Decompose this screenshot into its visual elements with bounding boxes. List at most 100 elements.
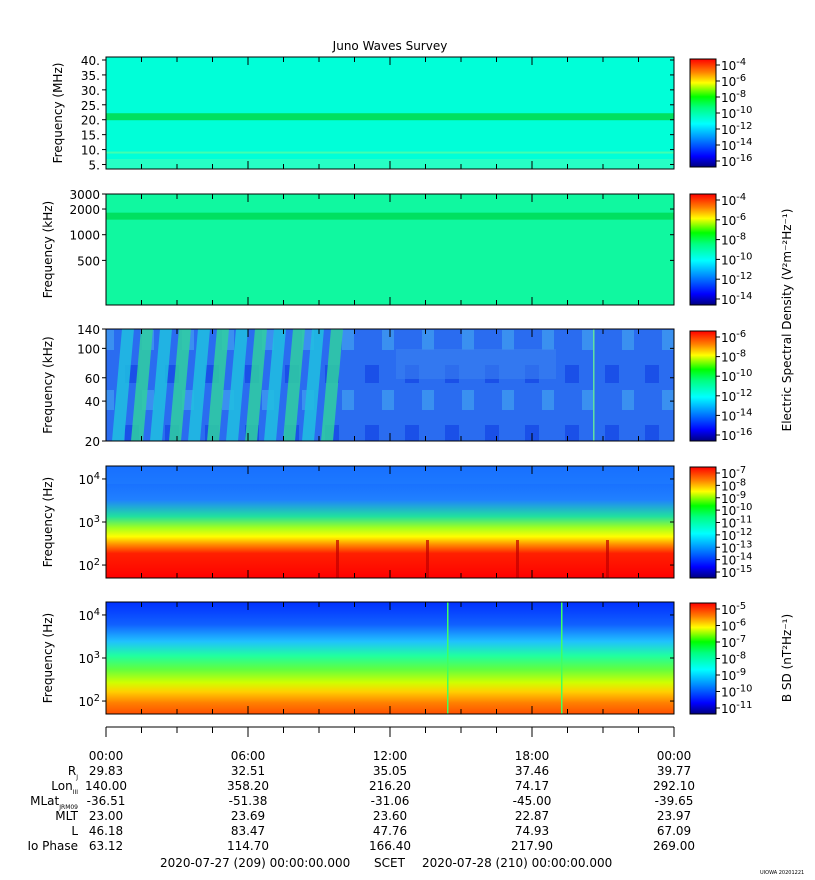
ephemeris-value: -39.65 bbox=[655, 794, 694, 808]
ephemeris-value: 217.90 bbox=[511, 839, 553, 853]
colorbar-tick-label: 10-16 bbox=[721, 427, 752, 443]
burst-streak bbox=[226, 329, 248, 441]
colorbar-label: B SD (nT²Hz⁻¹) bbox=[780, 614, 794, 702]
vertical-line bbox=[593, 329, 595, 441]
y-tick-label: 30. bbox=[81, 84, 100, 98]
colorbar-tick-label: 10-10 bbox=[721, 502, 752, 518]
colorbar bbox=[689, 330, 717, 442]
ephemeris-value: 23.00 bbox=[89, 809, 123, 823]
emission-band bbox=[106, 212, 674, 220]
ephemeris-label: MLT bbox=[55, 809, 78, 823]
y-tick-label: 500 bbox=[77, 254, 100, 268]
colorbar-tick-label: 10-10 bbox=[721, 251, 752, 267]
colorbar-tick-label: 10-7 bbox=[721, 465, 746, 481]
ephemeris-value: 67.09 bbox=[657, 824, 691, 838]
colorbar-tick-label: 10-12 bbox=[721, 121, 752, 137]
colorbar bbox=[689, 193, 717, 306]
ephemeris-value: 37.46 bbox=[515, 764, 549, 778]
spectrogram-fill bbox=[106, 194, 674, 305]
burst-streak bbox=[169, 329, 191, 441]
y-tick-label: 104 bbox=[78, 607, 100, 623]
colorbar-tick-label: 10-8 bbox=[721, 349, 746, 365]
ephemeris-value: 23.97 bbox=[657, 809, 691, 823]
ephemeris-value: 166.40 bbox=[369, 839, 411, 853]
y-tick-label: 2000 bbox=[69, 203, 100, 217]
ephemeris-value: 35.05 bbox=[373, 764, 407, 778]
burst-streak bbox=[188, 329, 210, 441]
y-tick-label: 102 bbox=[78, 693, 100, 709]
colorbar-tick-label: 10-5 bbox=[721, 601, 746, 617]
y-axis-label: Frequency (Hz) bbox=[41, 613, 55, 704]
colorbar-tick-label: 10-11 bbox=[721, 700, 752, 716]
y-tick-label: 102 bbox=[78, 557, 100, 573]
ephemeris-value: 63.12 bbox=[89, 839, 123, 853]
ephemeris-value: 39.77 bbox=[657, 764, 691, 778]
ephemeris-value: 22.87 bbox=[515, 809, 549, 823]
burst-streak bbox=[131, 329, 153, 441]
ephemeris-value: 74.17 bbox=[515, 779, 549, 793]
ephemeris-value: -51.38 bbox=[229, 794, 268, 808]
colorbar-tick-label: 10-12 bbox=[721, 271, 752, 287]
ephemeris-value: 216.20 bbox=[369, 779, 411, 793]
spectrogram-fill bbox=[106, 602, 674, 714]
colorbar-tick-label: 10-6 bbox=[721, 618, 746, 634]
y-tick-label: 20 bbox=[85, 435, 100, 449]
burst-streak bbox=[207, 329, 229, 441]
burst-streak bbox=[150, 329, 172, 441]
vertical-line bbox=[447, 602, 449, 714]
ephemeris-value: 29.83 bbox=[89, 764, 123, 778]
burst-streak bbox=[112, 329, 134, 441]
colorbar-tick-label: 10-4 bbox=[721, 57, 746, 73]
colorbar-tick-label: 10-14 bbox=[721, 137, 752, 153]
y-tick-label: 1000 bbox=[69, 229, 100, 243]
dark-streak bbox=[426, 540, 429, 578]
colorbar bbox=[689, 58, 717, 168]
y-axis-label: Frequency (Hz) bbox=[41, 477, 55, 568]
burst-streak bbox=[283, 329, 305, 441]
colorbar-tick-label: 10-8 bbox=[721, 477, 746, 493]
colorbar-tick-label: 10-14 bbox=[721, 552, 752, 568]
ephemeris-label: MLatJRM09 bbox=[30, 794, 78, 811]
panel-3: 140 100 60 40 20 Frequency (kHz) 10-6 10-8 10-10… bbox=[41, 323, 752, 449]
ephemeris-label: Io Phase bbox=[27, 839, 78, 853]
time-axis-label: 06:00 bbox=[231, 749, 266, 763]
y-tick-label: 15. bbox=[81, 129, 100, 143]
colorbar-tick-label: 10-14 bbox=[721, 407, 752, 423]
ephemeris-value: 74.93 bbox=[515, 824, 549, 838]
time-axis-label: 00:00 bbox=[657, 749, 692, 763]
colorbar-tick-label: 10-9 bbox=[721, 667, 746, 683]
burst-streak bbox=[245, 329, 267, 441]
ephemeris-table: RJ 29.83 32.51 35.05 37.46 39.77 LonIII 140.00 3… bbox=[27, 764, 695, 853]
y-tick-label: 100 bbox=[77, 342, 100, 356]
y-tick-label: 104 bbox=[78, 471, 100, 487]
ephemeris-value: 358.20 bbox=[227, 779, 269, 793]
colorbar-tick-label: 10-14 bbox=[721, 291, 752, 307]
panel-1: 40.35.30.25.20.15.10.5. Frequency (MHz) 10… bbox=[51, 54, 752, 173]
colorbar-tick-label: 10-12 bbox=[721, 388, 752, 404]
colorbar-tick-label: 10-6 bbox=[721, 329, 746, 345]
ephemeris-value: 114.70 bbox=[227, 839, 269, 853]
y-tick-label: 10. bbox=[81, 144, 100, 158]
ephemeris-value: 32.51 bbox=[231, 764, 265, 778]
y-axis-label: Frequency (MHz) bbox=[51, 63, 65, 164]
colorbar-tick-label: 10-11 bbox=[721, 515, 752, 531]
colorbar-tick-label: 10-9 bbox=[721, 490, 746, 506]
ephemeris-value: 23.60 bbox=[373, 809, 407, 823]
ephemeris-value: 23.69 bbox=[231, 809, 265, 823]
y-tick-label: 103 bbox=[78, 650, 100, 666]
burst-streak bbox=[264, 329, 286, 441]
scet-label: SCET bbox=[374, 856, 406, 870]
colorbar-tick-label: 10-13 bbox=[721, 539, 752, 555]
colorbar-label: Electric Spectral Density (V²m⁻²Hz⁻¹) bbox=[780, 209, 794, 432]
colorbar-tick-label: 10-10 bbox=[721, 105, 752, 121]
emission-band bbox=[106, 151, 674, 154]
y-tick-label: 3000 bbox=[69, 188, 100, 202]
colorbar bbox=[689, 466, 717, 579]
burst-streak bbox=[321, 329, 343, 441]
burst-streak bbox=[302, 329, 324, 441]
time-axis-label: 00:00 bbox=[89, 749, 124, 763]
uiowa-stamp: UIOWA 20201221 bbox=[760, 870, 804, 876]
